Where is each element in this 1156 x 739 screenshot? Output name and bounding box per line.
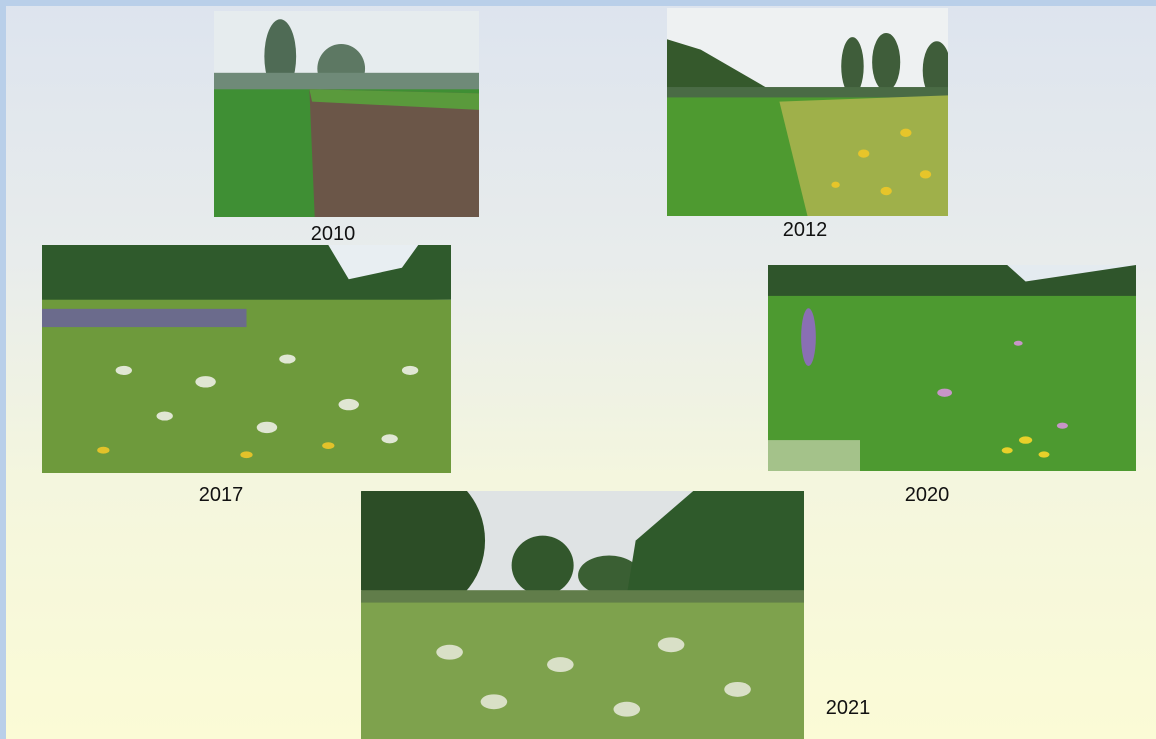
photo-image (667, 8, 948, 216)
photo-image (214, 11, 479, 217)
year-label: 2017 (198, 484, 244, 506)
photo-image (768, 265, 1136, 471)
photo-image (361, 491, 804, 739)
year-label: 2012 (782, 219, 828, 241)
photo-image (42, 245, 451, 473)
year-label: 2021 (825, 697, 871, 719)
photo-2021 (361, 491, 804, 739)
photo-2017 (42, 245, 451, 473)
photo-2010 (214, 11, 479, 217)
photo-2012 (667, 8, 948, 216)
year-label: 2010 (310, 223, 356, 245)
photo-2020 (768, 265, 1136, 471)
year-label: 2020 (904, 484, 950, 506)
